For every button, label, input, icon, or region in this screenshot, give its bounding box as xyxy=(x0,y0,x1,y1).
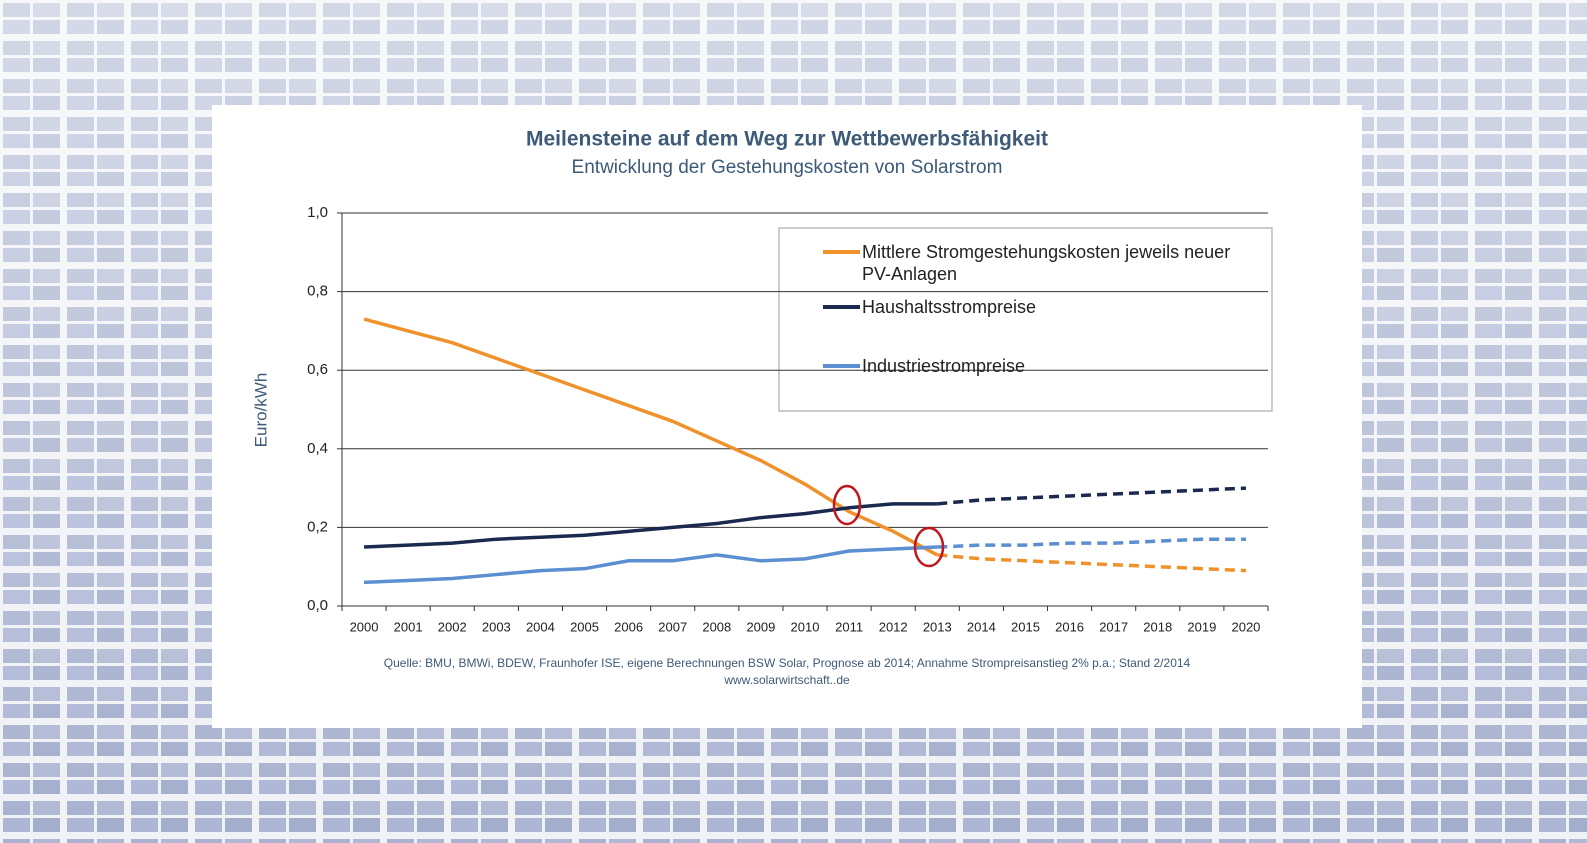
x-tick-label: 2019 xyxy=(1187,619,1216,634)
y-tick-label: 1,0 xyxy=(307,204,328,221)
x-tick-label: 2001 xyxy=(394,619,423,634)
x-tick-label: 2012 xyxy=(879,619,908,634)
y-axis-label: Euro/kWh xyxy=(251,373,270,448)
y-tick-label: 0,8 xyxy=(307,283,328,300)
source: Quelle: BMU, BMWi, BDEW, Fraunhofer ISE,… xyxy=(384,656,1191,670)
y-tick-label: 0,6 xyxy=(307,361,328,378)
x-tick-label: 2018 xyxy=(1143,619,1172,634)
x-tick-label: 2020 xyxy=(1231,619,1260,634)
y-tick-label: 0,0 xyxy=(307,597,328,614)
x-tick-label: 2007 xyxy=(658,619,687,634)
x-tick-label: 2009 xyxy=(746,619,775,634)
x-tick-label: 2017 xyxy=(1099,619,1128,634)
page: Meilensteine auf dem Weg zur Wettbewerbs… xyxy=(0,0,1587,843)
chart: Meilensteine auf dem Weg zur Wettbewerbs… xyxy=(0,0,1587,843)
chart-title: Meilensteine auf dem Weg zur Wettbewerbs… xyxy=(526,128,1048,151)
x-tick-label: 2014 xyxy=(967,619,996,634)
x-tick-label: 2004 xyxy=(526,619,555,634)
x-tick-label: 2011 xyxy=(835,619,863,634)
x-tick-label: 2005 xyxy=(570,619,599,634)
legend-label: Industriestrompreise xyxy=(862,355,1252,377)
legend-label: Mittlere Stromgestehungskosten jeweils n… xyxy=(862,241,1252,285)
x-tick-label: 2006 xyxy=(614,619,643,634)
chart-panel xyxy=(212,105,1362,728)
x-tick-label: 2015 xyxy=(1011,619,1040,634)
x-tick-label: 2000 xyxy=(350,619,379,634)
chart-subtitle: Entwicklung der Gestehungskosten von Sol… xyxy=(572,157,1003,178)
x-tick-label: 2008 xyxy=(702,619,731,634)
y-tick-label: 0,4 xyxy=(307,440,328,457)
x-tick-label: 2013 xyxy=(923,619,952,634)
x-tick-label: 2016 xyxy=(1055,619,1084,634)
url: www.solarwirtschaft..de xyxy=(723,673,850,687)
y-tick-label: 0,2 xyxy=(307,518,328,535)
x-tick-label: 2003 xyxy=(482,619,511,634)
x-tick-label: 2010 xyxy=(791,619,820,634)
legend-label: Haushaltsstrompreise xyxy=(862,296,1252,318)
x-tick-label: 2002 xyxy=(438,619,467,634)
